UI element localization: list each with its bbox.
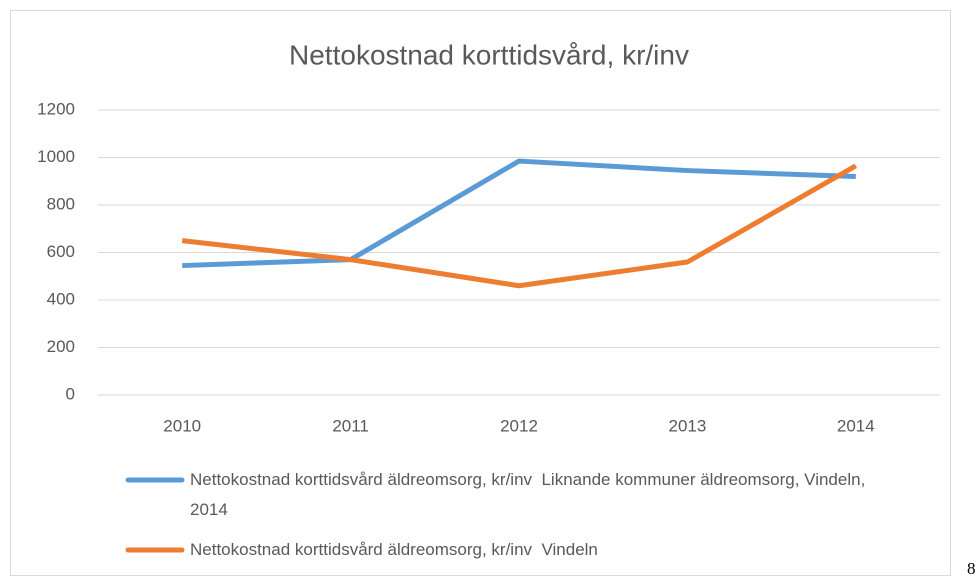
y-tick-label: 800: [47, 194, 75, 213]
y-tick-label: 200: [47, 337, 75, 356]
y-tick-label: 600: [47, 242, 75, 261]
legend-label: Nettokostnad korttidsvård äldreomsorg, k…: [190, 470, 871, 519]
x-tick-label: 2010: [163, 416, 201, 435]
series-line: [182, 158, 856, 269]
y-tick-label: 400: [47, 289, 75, 308]
legend-label: Nettokostnad korttidsvård äldreomsorg, k…: [190, 540, 598, 559]
x-tick-label: 2012: [500, 416, 538, 435]
x-tick-label: 2014: [837, 416, 875, 435]
series-line: [181, 163, 858, 289]
page-number: 8: [967, 559, 976, 578]
x-tick-label: 2011: [332, 416, 369, 435]
chart-title: Nettokostnad korttidsvård, kr/inv: [289, 39, 689, 70]
y-tick-label: 1000: [37, 147, 75, 166]
y-tick-label: 1200: [37, 99, 75, 118]
x-tick-label: 2013: [668, 416, 706, 435]
y-tick-label: 0: [66, 384, 75, 403]
